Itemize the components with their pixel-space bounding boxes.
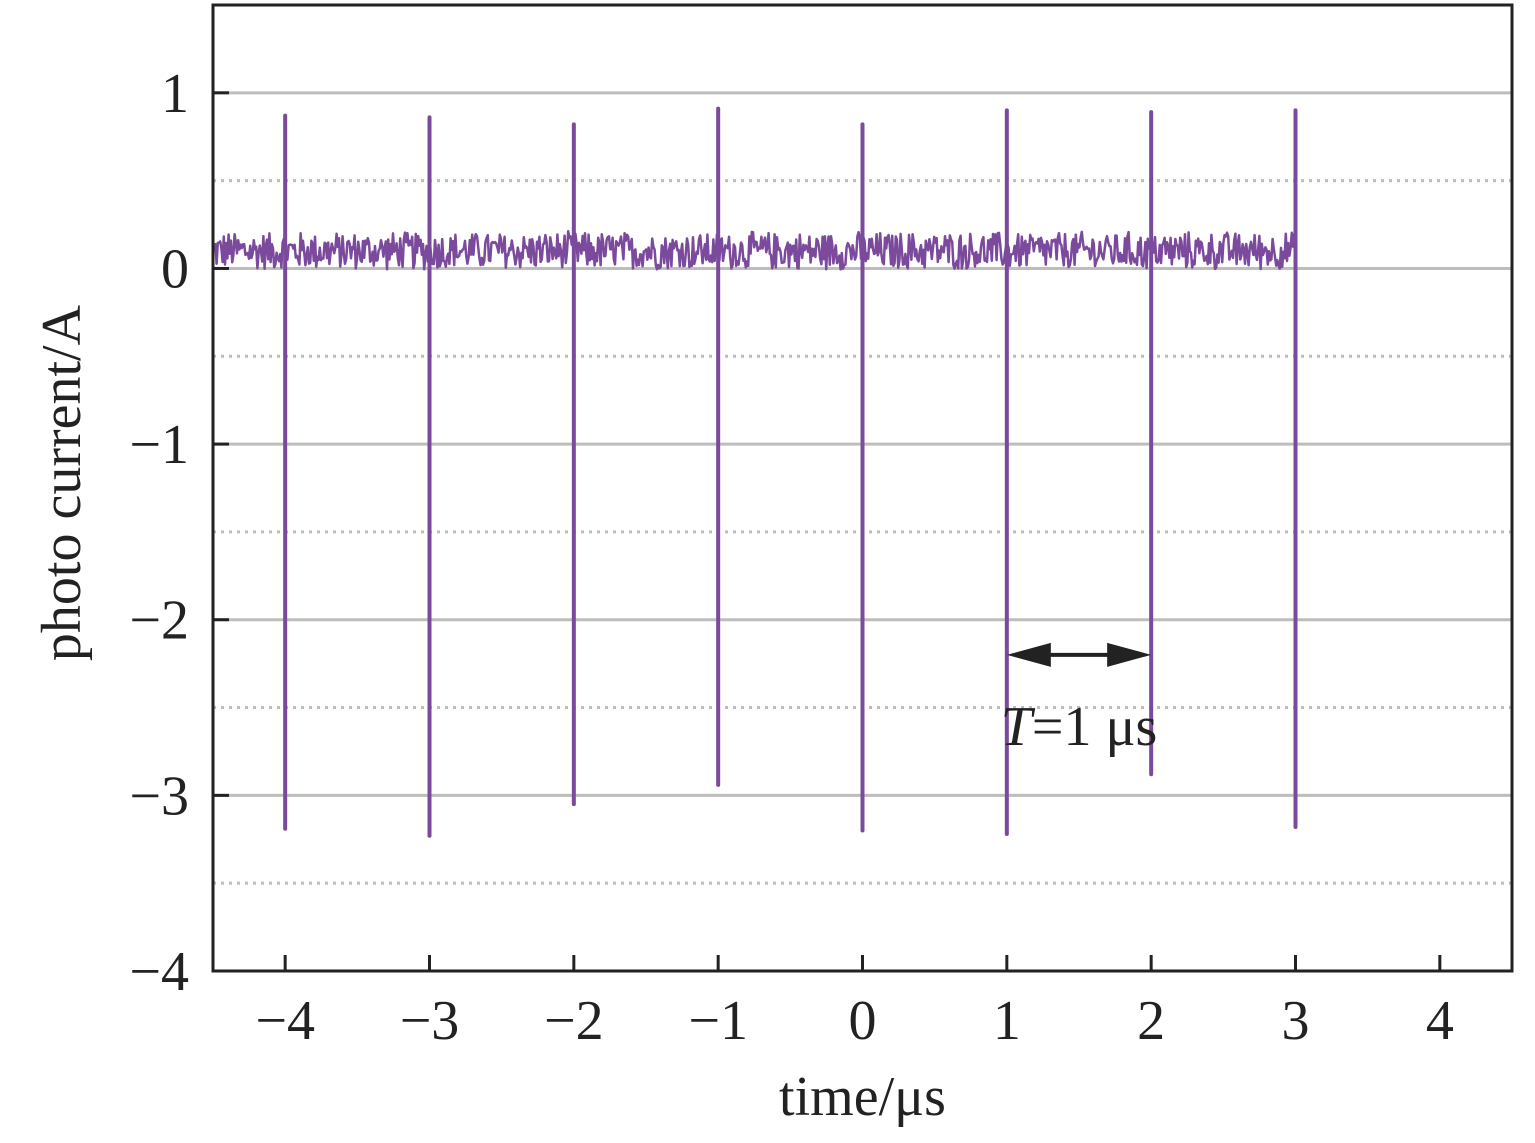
period-label: T=1 μs [1001,696,1158,758]
period-label-italic: T [1001,696,1036,758]
series-noise-baseline [212,230,1297,271]
x-tick-label: 1 [993,990,1021,1052]
x-tick-label: 4 [1426,990,1454,1052]
period-arrow-head-right [1107,642,1152,667]
y-tick-label: −1 [129,414,189,476]
y-axis-title: photo current/A [31,304,93,661]
axis-ticks: −4 −3 −2 −1 0 1 2 3 4 −4 −3 −2 −1 0 1 [129,63,1453,1052]
x-tick-label: 0 [849,990,877,1052]
y-tick-label: 1 [161,63,189,125]
x-tick-label: −1 [688,990,748,1052]
period-annotation: T=1 μs [1001,642,1158,758]
y-tick-label: −3 [129,765,189,827]
y-tick-label: −4 [129,941,189,1003]
x-tick-label: 2 [1137,990,1165,1052]
x-tick-label: −4 [255,990,315,1052]
x-tick-label: −2 [544,990,604,1052]
y-tick-label: −2 [129,590,189,652]
y-tick-label: 0 [161,238,189,300]
series-photo-current [212,106,1298,838]
period-label-rest: =1 μs [1032,696,1157,758]
x-axis-title: time/μs [779,1066,946,1128]
x-tick-label: 3 [1282,990,1310,1052]
x-tick-label: −3 [400,990,460,1052]
period-arrow-head-left [1006,642,1051,667]
